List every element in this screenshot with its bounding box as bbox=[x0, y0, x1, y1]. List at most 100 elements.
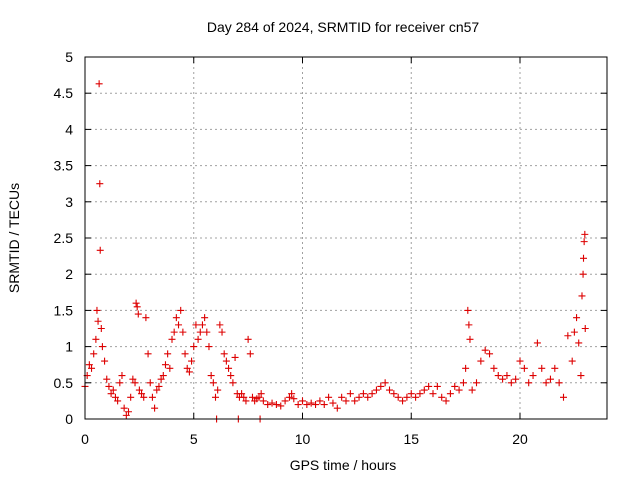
data-point bbox=[394, 393, 402, 401]
data-point bbox=[88, 364, 96, 372]
data-point bbox=[342, 397, 350, 405]
y-tick-label: 2 bbox=[65, 266, 73, 282]
y-tick-label: 0 bbox=[65, 411, 73, 427]
data-point bbox=[159, 372, 167, 380]
data-point bbox=[131, 379, 139, 387]
data-point bbox=[277, 402, 285, 410]
data-point bbox=[499, 375, 507, 383]
data-point bbox=[122, 411, 130, 419]
data-point bbox=[579, 270, 587, 278]
data-point bbox=[127, 393, 135, 401]
data-point bbox=[138, 390, 146, 398]
data-point bbox=[459, 379, 467, 387]
data-point bbox=[381, 379, 389, 387]
data-point bbox=[299, 397, 306, 405]
data-point bbox=[320, 401, 328, 409]
data-point bbox=[351, 397, 359, 405]
data-point bbox=[103, 375, 111, 383]
data-point bbox=[90, 350, 98, 358]
data-point bbox=[183, 364, 191, 372]
data-point bbox=[564, 332, 572, 340]
data-point bbox=[390, 390, 398, 398]
data-point bbox=[134, 310, 142, 318]
data-point bbox=[164, 350, 172, 358]
data-point bbox=[364, 393, 372, 401]
axis-tick-labels: 0 0.5 1 1.5 2 2.5 3 3.5 4 4.5 5 0 5 10 15 20 bbox=[54, 49, 528, 447]
data-point bbox=[246, 350, 254, 358]
data-point bbox=[359, 390, 367, 398]
data-point bbox=[455, 386, 463, 394]
data-point bbox=[166, 364, 174, 372]
data-point bbox=[218, 328, 226, 336]
data-point bbox=[116, 379, 124, 387]
data-point bbox=[325, 393, 333, 401]
data-point bbox=[168, 335, 176, 343]
data-point bbox=[97, 325, 105, 332]
data-point bbox=[140, 393, 148, 401]
data-point bbox=[490, 364, 498, 372]
data-point bbox=[203, 328, 211, 336]
data-point bbox=[194, 335, 202, 343]
data-point bbox=[377, 382, 385, 390]
data-point bbox=[268, 399, 276, 407]
y-tick-label: 4.5 bbox=[54, 85, 74, 101]
data-point bbox=[96, 180, 104, 188]
data-point bbox=[181, 350, 189, 358]
data-point bbox=[486, 350, 494, 358]
data-point bbox=[316, 397, 324, 405]
data-point bbox=[229, 379, 237, 387]
data-point bbox=[462, 364, 470, 372]
data-point bbox=[285, 393, 293, 401]
data-point bbox=[157, 375, 165, 383]
data-point bbox=[95, 80, 103, 88]
data-point bbox=[255, 393, 263, 401]
data-point bbox=[111, 393, 119, 401]
x-tick-label: 20 bbox=[512, 431, 528, 447]
y-tick-label: 3.5 bbox=[54, 158, 74, 174]
data-point bbox=[438, 393, 446, 401]
data-point bbox=[231, 353, 239, 361]
data-point bbox=[355, 393, 363, 401]
data-point bbox=[580, 254, 588, 262]
data-point bbox=[581, 230, 589, 238]
data-point bbox=[98, 343, 106, 351]
data-points bbox=[81, 80, 589, 423]
data-point bbox=[399, 397, 407, 405]
data-point bbox=[222, 357, 230, 365]
data-point bbox=[207, 372, 215, 380]
data-point bbox=[92, 335, 100, 343]
data-point bbox=[188, 357, 196, 365]
data-point bbox=[570, 328, 578, 336]
data-point bbox=[468, 386, 476, 394]
data-point bbox=[442, 397, 450, 405]
data-point bbox=[144, 350, 152, 358]
data-point bbox=[288, 390, 296, 398]
data-point bbox=[503, 372, 511, 380]
data-point bbox=[248, 393, 256, 401]
data-point bbox=[192, 321, 200, 329]
data-point bbox=[118, 372, 126, 380]
data-point bbox=[516, 357, 524, 365]
data-point bbox=[446, 390, 454, 398]
data-point bbox=[407, 390, 415, 398]
data-point bbox=[172, 314, 180, 322]
data-point bbox=[214, 386, 222, 394]
data-point bbox=[148, 393, 156, 401]
data-point bbox=[242, 397, 250, 405]
data-point bbox=[190, 343, 198, 351]
data-point bbox=[580, 238, 588, 246]
data-point bbox=[507, 379, 515, 387]
data-point bbox=[451, 382, 459, 390]
data-point bbox=[416, 390, 424, 398]
data-point bbox=[216, 321, 224, 329]
data-point bbox=[170, 328, 178, 336]
data-point bbox=[205, 343, 213, 351]
data-point bbox=[555, 379, 563, 387]
data-point bbox=[257, 390, 265, 398]
data-point bbox=[333, 404, 341, 412]
data-point bbox=[477, 357, 485, 365]
data-point bbox=[161, 361, 169, 369]
data-point bbox=[94, 317, 102, 325]
